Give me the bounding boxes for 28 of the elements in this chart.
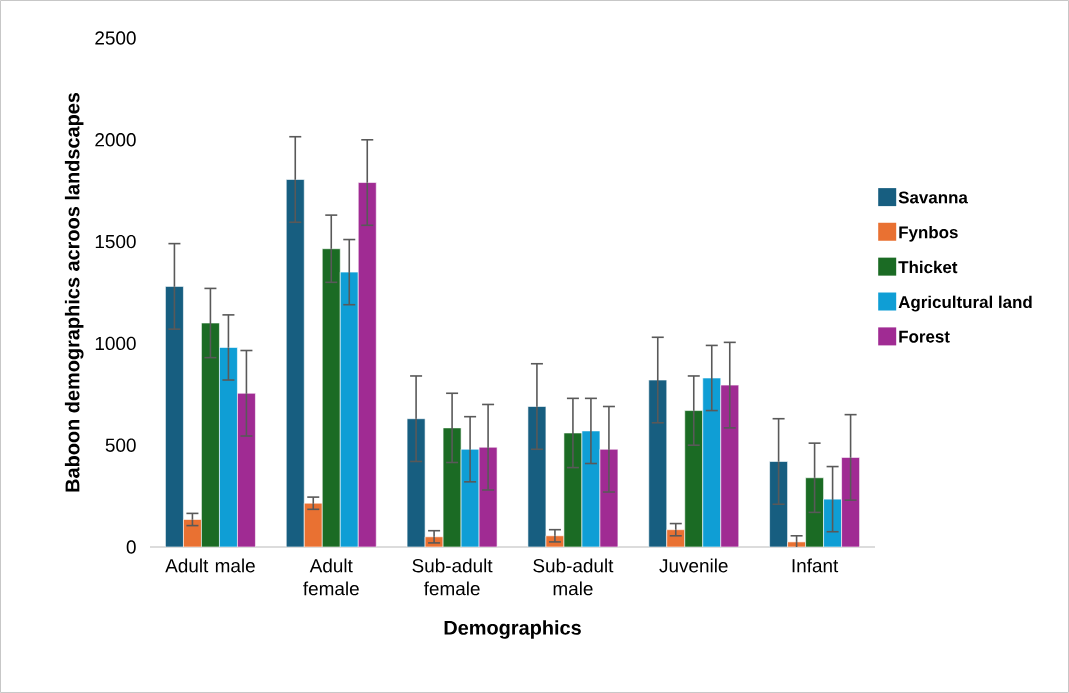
y-tick-label: 1000 bbox=[95, 336, 136, 351]
bar bbox=[183, 519, 202, 547]
x-tick-label: Infant bbox=[792, 558, 839, 573]
bar bbox=[303, 502, 323, 547]
bar bbox=[787, 541, 806, 547]
y-tick-label: 1500 bbox=[95, 234, 136, 249]
bar bbox=[666, 529, 686, 547]
x-tick-label: Juvenile bbox=[659, 558, 728, 573]
legend-label: Forest bbox=[899, 330, 950, 343]
y-tick-label: 500 bbox=[105, 438, 136, 452]
bar bbox=[219, 347, 238, 547]
bar bbox=[702, 377, 722, 547]
legend-label: Thicket bbox=[898, 260, 958, 274]
y-tick-label: 2500 bbox=[95, 31, 136, 45]
y-axis-title: Baboon demographics acroos landscapes bbox=[64, 92, 84, 492]
legend-label: Savanna bbox=[898, 191, 968, 204]
bar bbox=[339, 271, 359, 547]
x-axis-title: Demographics bbox=[444, 620, 581, 639]
y-tick-label: 0 bbox=[126, 540, 136, 554]
legend-label: Agricultural land bbox=[898, 295, 1032, 312]
legend-label: Fynbos bbox=[899, 225, 958, 242]
bar bbox=[581, 430, 601, 547]
x-tick-label: Sub-adult male bbox=[533, 558, 614, 596]
x-tick-label: Adult male bbox=[165, 558, 255, 573]
x-tick-label: Sub-adult female bbox=[412, 558, 493, 596]
x-tick-label: Adult female bbox=[303, 558, 359, 596]
y-tick-label: 2000 bbox=[95, 133, 136, 147]
bar bbox=[460, 448, 480, 547]
